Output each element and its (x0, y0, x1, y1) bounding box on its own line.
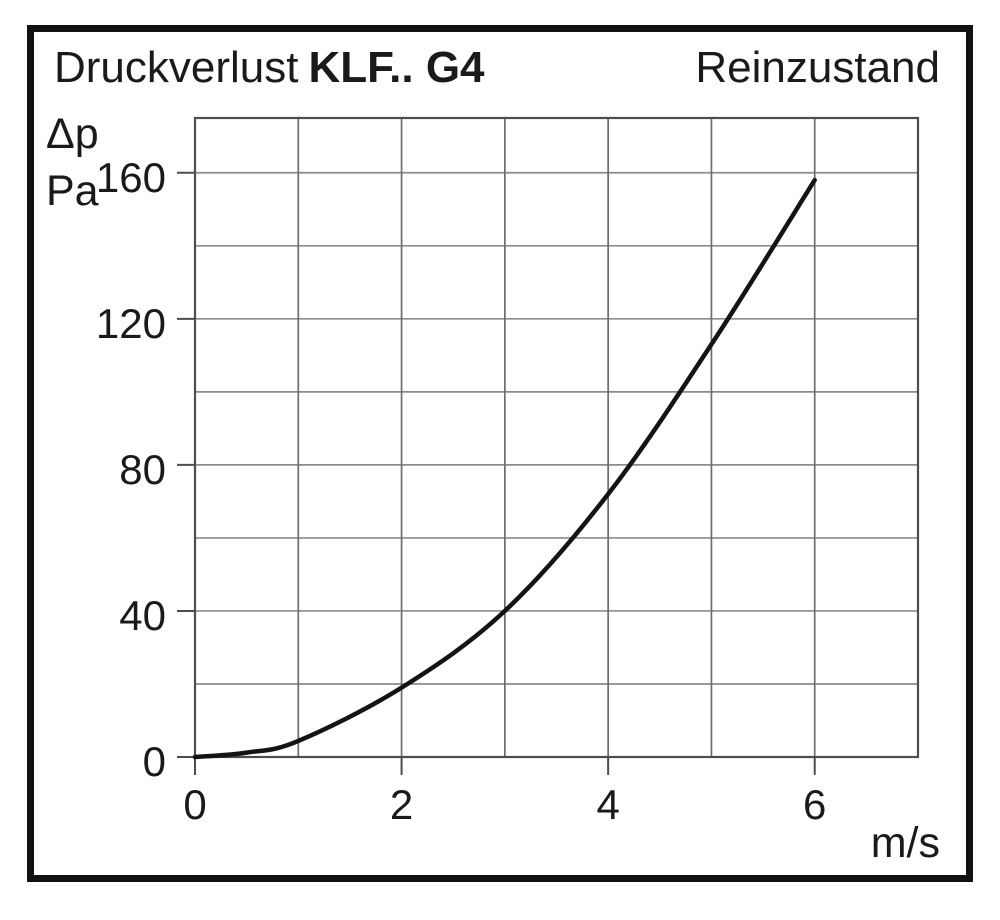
chart-condition-label: Reinzustand (695, 43, 940, 92)
chart-title-prefix: Druckverlust (54, 43, 299, 92)
chart-title: Druckverlust KLF.. G4 (54, 44, 485, 92)
y-tick-label: 160 (95, 153, 166, 201)
y-axis-unit-symbol: Δp (46, 110, 99, 158)
y-tick-label: 40 (119, 591, 166, 639)
x-axis-unit-label: m/s (870, 819, 940, 867)
plot-border (193, 116, 920, 759)
x-tick-label: 2 (389, 781, 414, 828)
y-axis-unit-label: Δp Pa (46, 106, 99, 220)
chart-title-model: KLF.. G4 (308, 43, 485, 92)
y-tick-label: 120 (95, 299, 166, 347)
y-axis-unit-text: Pa (46, 167, 99, 215)
x-tick-label: 6 (803, 781, 827, 828)
x-tick-label: 4 (596, 781, 620, 828)
y-tick-label: 80 (119, 445, 166, 493)
x-tick-label: 0 (183, 781, 207, 828)
y-tick-label: 0 (142, 738, 166, 785)
pressure-loss-curve (192, 177, 817, 760)
